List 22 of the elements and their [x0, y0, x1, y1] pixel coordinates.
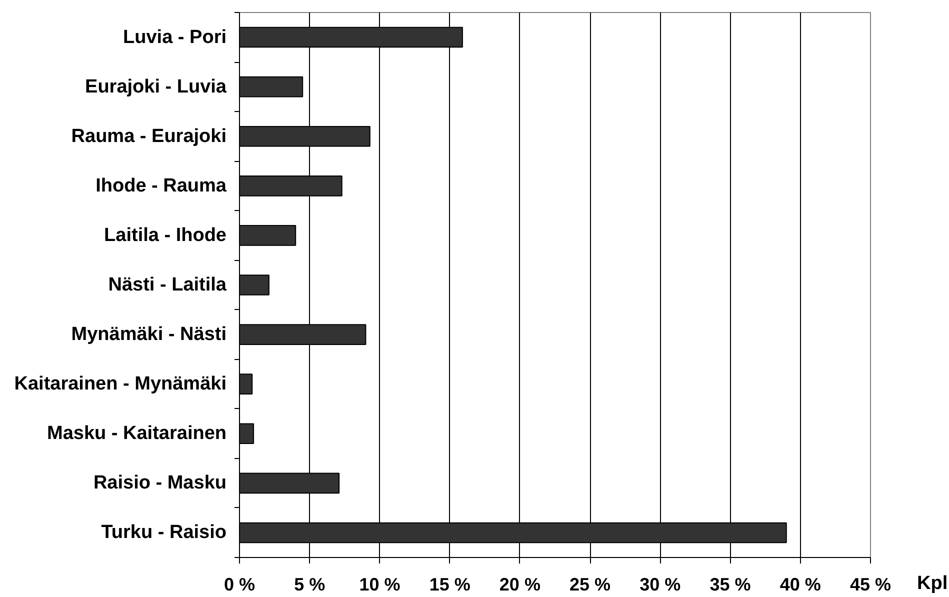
x-tick-label: 40 % — [780, 574, 821, 594]
y-tick-label: Luvia - Pori — [123, 26, 227, 48]
x-tick-label: 30 % — [640, 574, 681, 594]
y-tick-label: Eurajoki - Luvia — [85, 76, 227, 98]
x-tick-label: 35 % — [710, 574, 751, 594]
y-tick-label: Kaitarainen - Mynämäki — [14, 374, 227, 395]
x-tick-label: 20 % — [499, 574, 540, 594]
x-tick-label: 0 % — [224, 574, 256, 594]
x-tick-label: 45 % — [850, 574, 892, 594]
y-tick-label: Masku - Kaitarainen — [47, 423, 226, 444]
x-tick-label: 10 % — [359, 574, 400, 594]
y-tick-label: Nästi - Laitila — [108, 274, 227, 296]
x-tick-label: 25 % — [570, 574, 611, 594]
y-tick-label: Laitila - Ihode — [104, 224, 226, 246]
y-tick-label: Rauma - Eurajoki — [71, 126, 227, 147]
x-axis-title: Kpl — [917, 573, 948, 594]
x-tick-label: 5 % — [294, 574, 326, 594]
y-tick-label: Ihode - Rauma — [96, 175, 227, 196]
x-tick-label: 15 % — [429, 574, 470, 594]
y-tick-label: Raisio - Masku — [93, 472, 227, 494]
y-tick-label: Mynämäki - Nästi — [71, 324, 227, 346]
y-tick-label: Turku - Raisio — [101, 522, 227, 544]
